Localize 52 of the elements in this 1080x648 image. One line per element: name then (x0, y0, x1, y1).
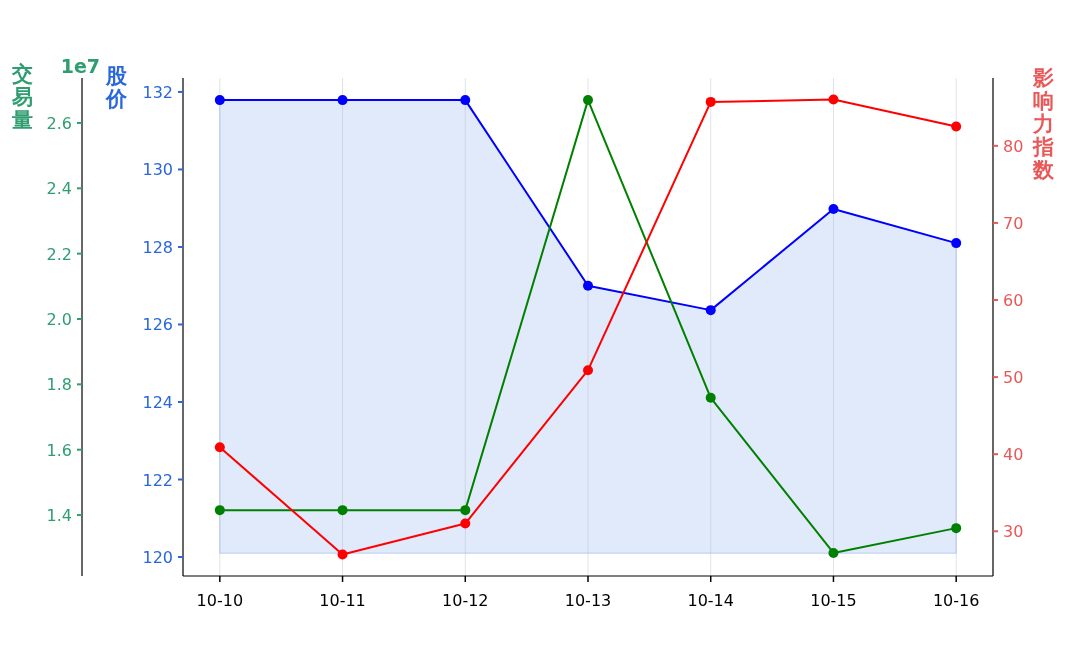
y-tick-label: 130 (142, 160, 173, 180)
y3-tick-label: 2.4 (46, 179, 72, 199)
x-tick-label: 10-10 (196, 591, 244, 610)
point (214, 442, 225, 453)
point (951, 121, 962, 132)
y-tick-label: 120 (142, 548, 173, 568)
x-tick-label: 10-13 (564, 591, 612, 610)
text: 1e7 (60, 55, 100, 77)
y2-tick-label: 60 (1003, 291, 1024, 311)
y3-tick-label: 1.4 (46, 506, 72, 526)
point (951, 238, 962, 249)
y3-axis-title: 交易量 (10, 62, 33, 132)
point (951, 523, 962, 534)
point (214, 505, 225, 516)
y2-tick-label: 70 (1003, 213, 1024, 233)
y3-tick-label: 2.0 (46, 310, 72, 330)
y2-tick-label: 30 (1003, 522, 1024, 542)
point (705, 305, 716, 316)
y2-tick-label: 80 (1003, 136, 1024, 156)
point (705, 96, 716, 107)
point (460, 95, 471, 106)
point (583, 365, 593, 376)
x-tick-label: 10-16 (932, 591, 980, 610)
point (337, 95, 348, 106)
x-tick-label: 10-15 (810, 591, 857, 610)
y-tick-label: 124 (142, 392, 173, 412)
y2-tick-label: 50 (1003, 368, 1024, 388)
y3-tick-label: 1.6 (46, 440, 72, 460)
y-tick-label: 132 (142, 82, 173, 102)
y-tick-label: 128 (142, 237, 173, 257)
point (214, 95, 225, 106)
y3-tick-label: 2.6 (46, 113, 72, 133)
x-tick-label: 10-14 (687, 591, 734, 610)
x-tick-label: 10-12 (442, 591, 489, 610)
y-tick-label: 122 (142, 470, 173, 490)
y3-tick-label: 1.8 (46, 375, 72, 395)
point (828, 203, 839, 214)
point (460, 505, 471, 516)
point (828, 94, 839, 105)
x-tick-label: 10-11 (319, 591, 366, 610)
point (583, 95, 593, 106)
point (583, 280, 593, 291)
point (337, 505, 348, 516)
y-axis-title: 股价 (104, 64, 128, 111)
y2-axis-title: 影响力指数 (1031, 66, 1055, 182)
point (828, 547, 839, 558)
y-tick-label: 126 (142, 315, 173, 335)
y2-tick-label: 40 (1003, 445, 1024, 465)
point (460, 518, 471, 529)
point (337, 549, 348, 560)
point (705, 392, 716, 403)
y3-tick-label: 2.2 (46, 244, 72, 264)
